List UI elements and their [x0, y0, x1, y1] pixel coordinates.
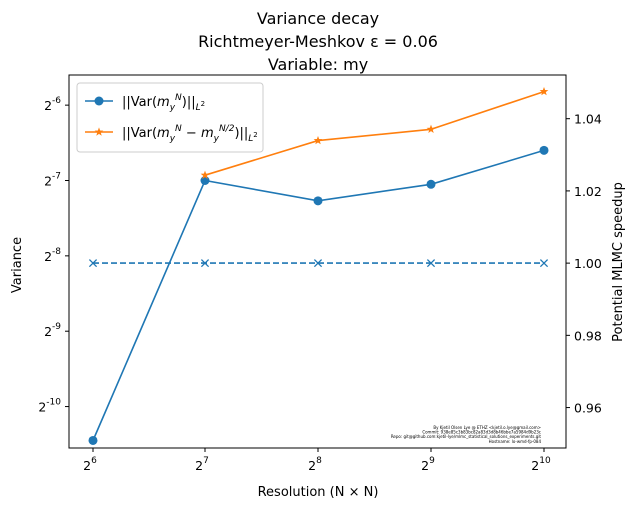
legend-box	[76, 82, 264, 153]
legend-label-var: ||Var(myN)||L2	[122, 93, 205, 113]
y-left-tick-label: 2-9	[44, 322, 61, 339]
watermark-line: Commit: 938e85c3b83bc82a83d3d8b46bbe7a59…	[422, 430, 541, 435]
y-left-tick-label: 2-10	[38, 398, 61, 415]
plot-frame	[68, 74, 567, 449]
watermark-line: Repo: git@github.com:kjetil-lye/mlmc_sta…	[391, 434, 542, 439]
x-tick-label: 29	[421, 456, 435, 473]
data-point-var	[88, 435, 98, 445]
y-axis-label-right: Potential MLMC speedup	[611, 182, 626, 342]
y-right-tick-label: 0.96	[574, 401, 602, 416]
x-tick-label: 28	[308, 456, 322, 473]
data-point-var-diff	[539, 86, 549, 96]
data-point-var	[426, 179, 436, 189]
data-point-speedup	[88, 259, 98, 268]
watermark: By Kjetil Olsen Lye @ ETHZ <kjetil.o.lye…	[391, 425, 542, 444]
x-axis-ticks: 26 27 28 29 210	[83, 448, 551, 473]
data-point-var-diff	[426, 124, 436, 133]
x-tick-label: 210	[531, 456, 551, 473]
series-line-0	[92, 149, 545, 441]
chart-title-line-1: Variance decay	[257, 9, 379, 28]
data-point-var	[200, 175, 210, 185]
y-right-tick-label: 1.02	[574, 184, 602, 199]
data-point-var-diff	[200, 170, 210, 179]
data-point-speedup	[313, 259, 323, 268]
legend-marker-var	[94, 96, 104, 106]
x-tick-label: 27	[195, 456, 209, 473]
data-point-speedup	[426, 259, 436, 268]
y-axis-right-ticks: 0.96 0.98 1.00 1.02 1.04	[566, 112, 602, 416]
x-axis-label: Resolution (N × N)	[258, 485, 379, 500]
data-point-var-diff	[313, 135, 323, 145]
data-point-var	[539, 145, 549, 155]
y-right-tick-label: 1.00	[574, 256, 602, 271]
chart-title-line-2: Richtmeyer-Meshkov ε = 0.06	[198, 32, 438, 51]
y-right-tick-label: 1.04	[574, 112, 602, 127]
legend-marker-var-diff	[94, 127, 104, 136]
y-left-tick-label: 2-7	[44, 171, 61, 188]
y-axis-left-ticks: 2-6 2-7 2-8 2-9 2-10	[38, 96, 69, 415]
chart-title-line-3: Variable: my	[268, 55, 368, 74]
y-left-tick-label: 2-6	[44, 96, 61, 113]
y-right-tick-label: 0.98	[574, 328, 602, 343]
y-axis-label-left: Variance	[10, 237, 25, 293]
legend-label-var-diff: ||Var(myN − myN/2)||L2	[122, 124, 258, 144]
watermark-line: Hostname: lo-wmd-fp-084	[489, 439, 542, 444]
legend: ||Var(myN)||L2 ||Var(myN − myN/2)||L2	[76, 82, 264, 153]
x-tick-label: 26	[83, 456, 97, 473]
watermark-line: By Kjetil Olsen Lye @ ETHZ <kjetil.o.lye…	[433, 425, 541, 430]
data-point-speedup	[200, 259, 210, 268]
y-left-tick-label: 2-8	[44, 247, 61, 264]
series-line-1	[204, 90, 545, 176]
data-point-speedup	[539, 259, 549, 268]
series-layer	[88, 86, 549, 445]
data-point-var	[313, 196, 323, 206]
